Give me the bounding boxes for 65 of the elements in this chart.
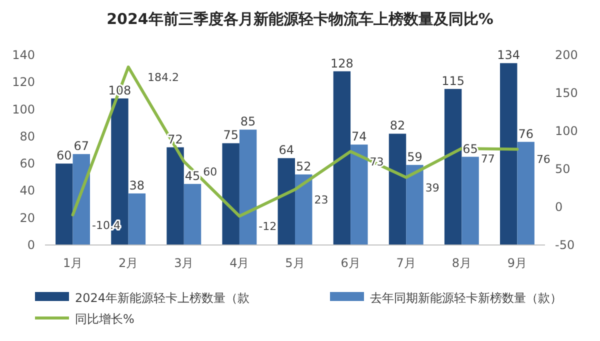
y-tick-label: 120 [12,75,35,90]
data-label: 60 [56,148,72,163]
y-tick-label: 140 [12,48,35,62]
x-tick-label: 5月 [285,256,305,270]
data-label: -12 [258,220,277,234]
x-tick-label: 2月 [118,256,138,270]
bar [444,88,462,245]
y-tick-label: 100 [12,102,35,116]
legend-label: 2024年新能源轻卡上榜数量（款 [75,291,250,305]
data-label: 74 [352,130,367,144]
data-label: 76 [536,153,550,166]
bar [333,71,351,245]
bar [517,142,534,245]
bar [166,147,184,245]
data-label: 77 [480,152,495,166]
data-label: 45 [184,168,200,183]
legend-label: 同比增长% [75,312,134,326]
y2-tick-label: 100 [555,124,578,138]
data-label: 60 [203,165,218,178]
y2-tick-label: 50 [555,162,570,176]
data-label: 76 [518,126,534,141]
data-label: 38 [129,178,145,192]
data-label: 134 [497,48,520,62]
data-label: 23 [314,194,328,207]
bar [128,193,146,245]
x-tick-label: 1月 [62,256,83,270]
bar [56,164,73,245]
data-label: 39 [425,181,440,194]
bar [222,143,240,245]
x-tick-label: 6月 [340,256,360,270]
x-tick-label: 9月 [507,256,528,270]
data-label: 64 [278,143,294,158]
y-tick-label: 80 [20,129,35,144]
bar [278,158,295,245]
x-tick-label: 4月 [230,256,250,270]
bar [184,184,202,245]
bar [239,130,257,245]
data-label: 67 [74,139,90,154]
legend-label: 去年同期新能源轻卡新榜数量（款） [370,291,562,305]
data-label: 52 [296,159,312,174]
x-tick-label: 3月 [174,256,194,270]
x-tick-label: 8月 [452,256,472,270]
bar [406,164,424,245]
data-label: 82 [390,118,406,133]
bar [388,134,406,245]
chart-title: 2024年前三季度各月新能源轻卡物流车上榜数量及同比% [106,10,494,28]
x-tick-label: 7月 [396,256,416,270]
bar [500,63,518,245]
bar [295,174,312,245]
y2-tick-label: 0 [555,200,563,214]
y2-tick-label: 200 [555,48,578,62]
y-tick-label: 20 [20,210,35,225]
bar [350,144,368,245]
y-tick-label: 40 [20,184,35,198]
y-tick-label: 60 [20,156,35,171]
y2-tick-label: -50 [555,238,575,252]
data-label: 85 [240,114,256,129]
y-tick-label: 0 [27,238,35,252]
data-label: 184.2 [148,71,180,84]
data-label: 75 [223,128,238,142]
y2-tick-label: 150 [555,86,578,100]
data-label: 115 [442,74,465,88]
data-label: 128 [330,56,354,70]
bar [462,156,479,245]
data-label: 59 [407,150,422,164]
